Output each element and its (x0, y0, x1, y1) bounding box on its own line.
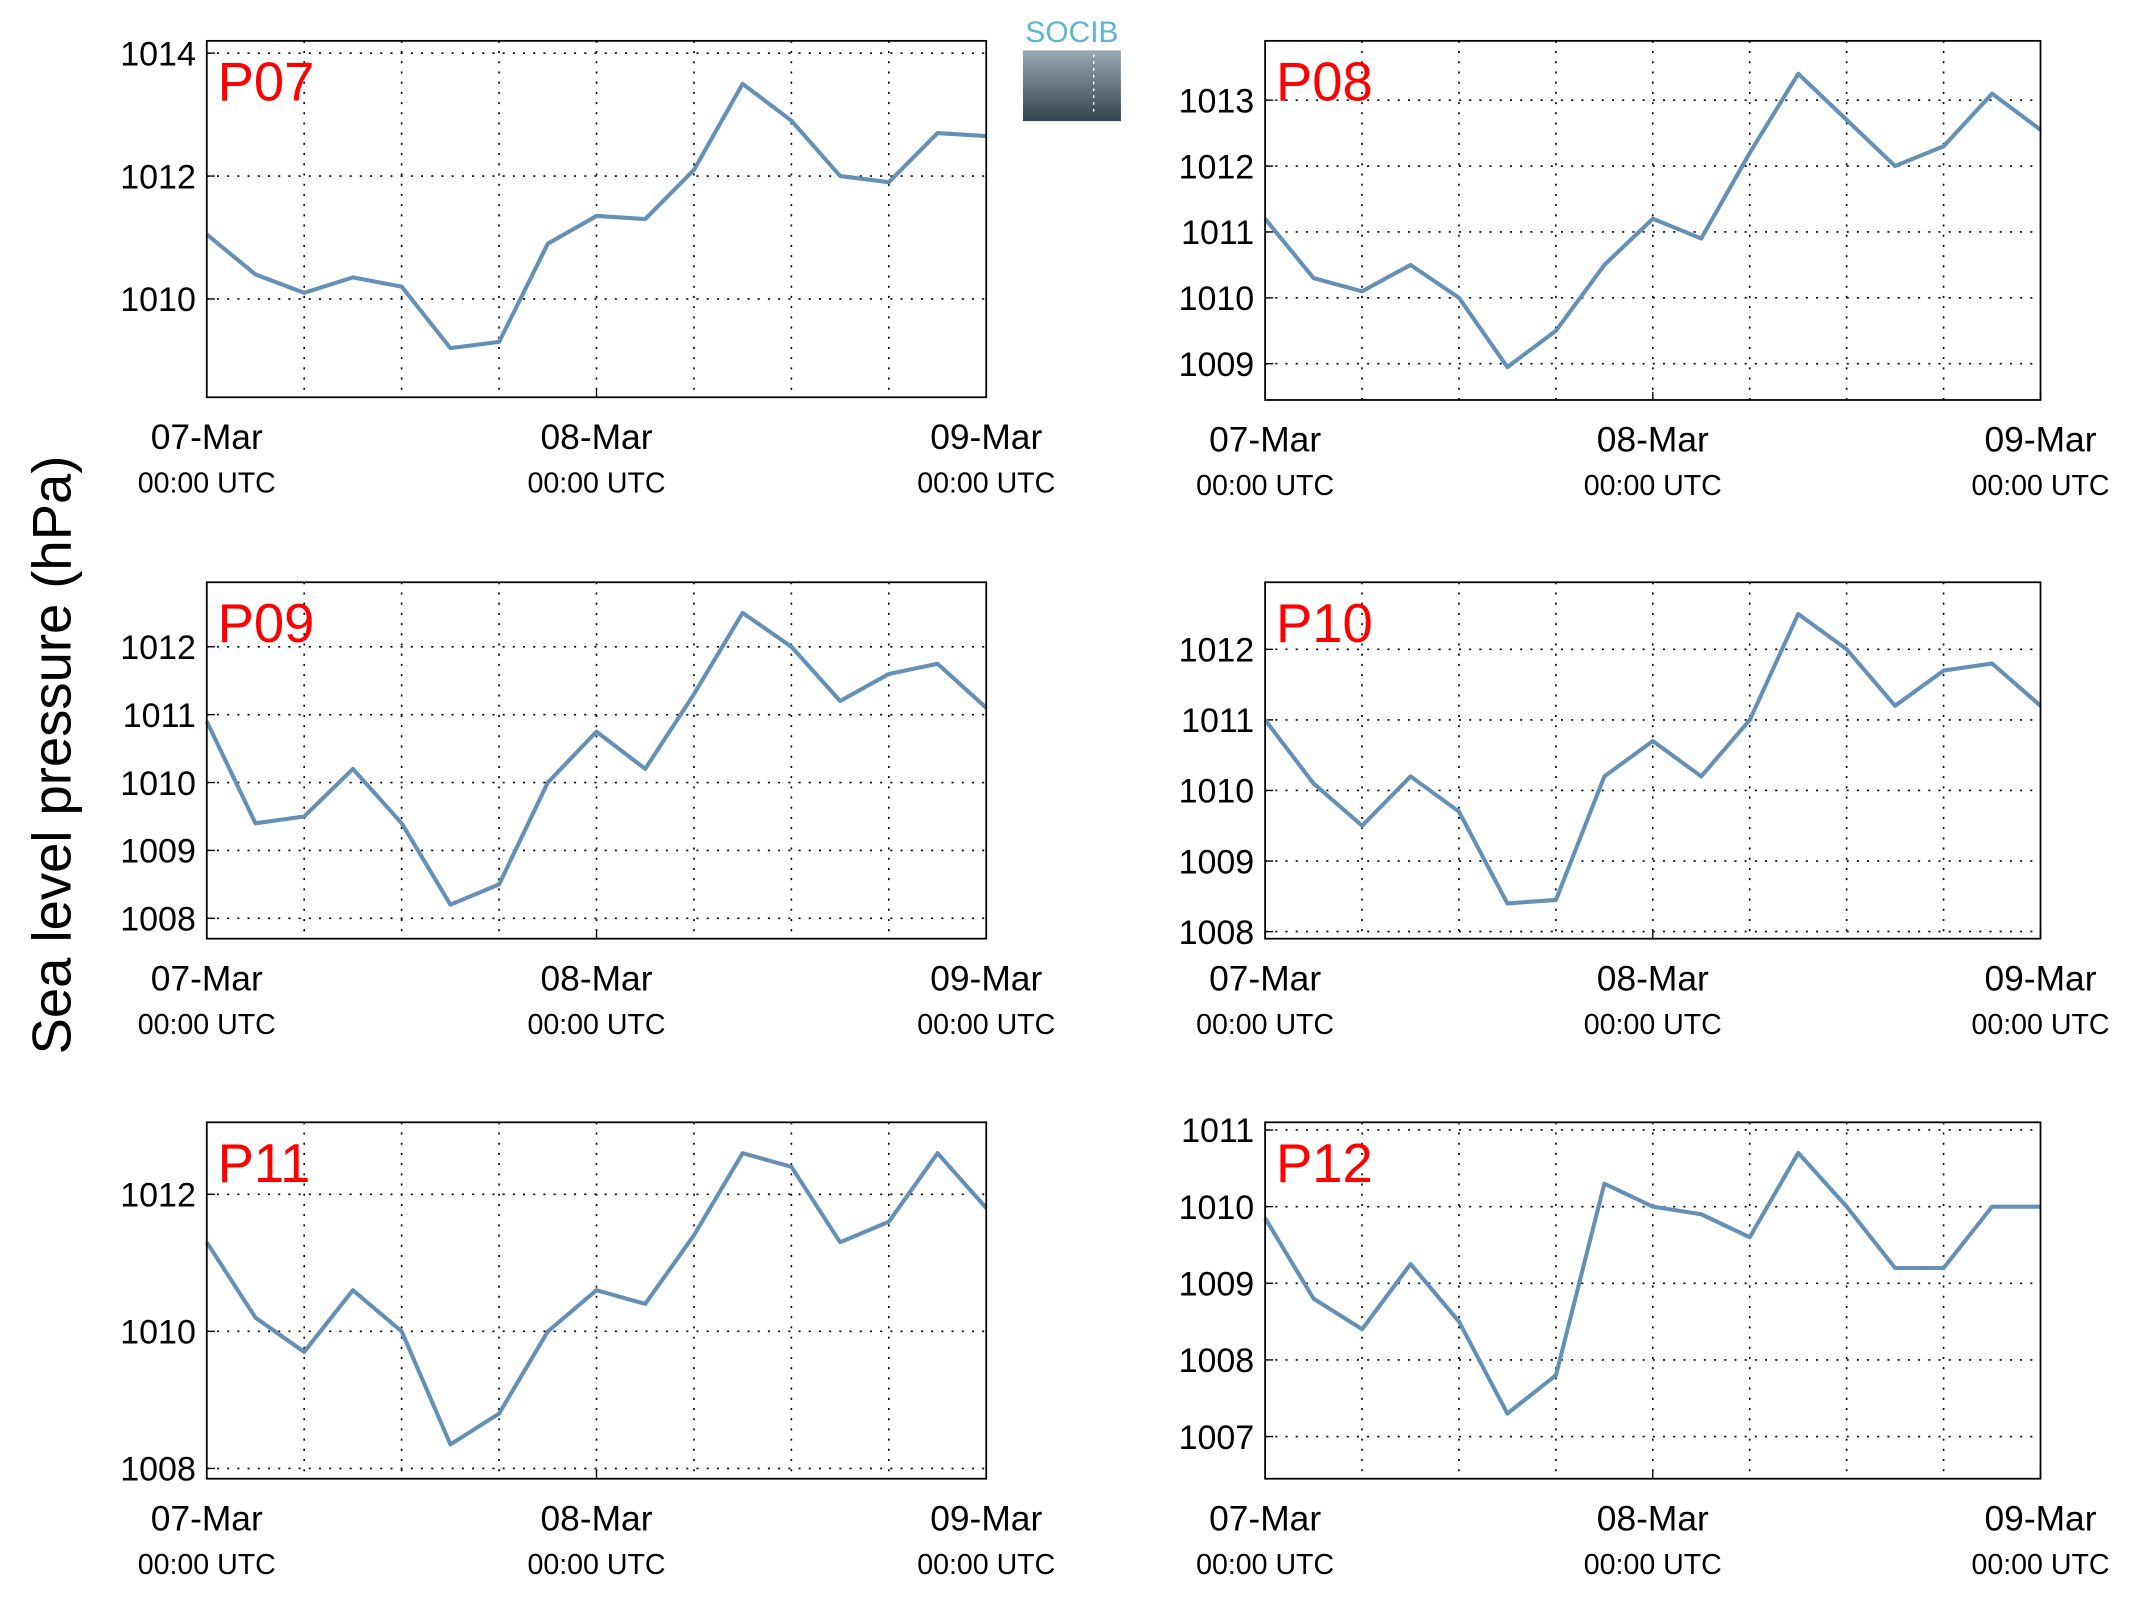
y-tick-label: 1012 (120, 1177, 196, 1215)
y-tick-label: 1011 (1181, 1112, 1254, 1150)
axes-frame (1264, 39, 2042, 401)
y-tick-label: 1009 (1179, 346, 1255, 384)
x-tick-label: 08-Mar (540, 959, 652, 998)
axes-frame (1264, 581, 2042, 940)
y-tick-label: 1010 (120, 281, 196, 319)
data-line (1263, 71, 2042, 370)
y-tick-label: 1012 (1179, 148, 1255, 186)
y-tick-label: 1014 (120, 35, 196, 73)
x-tick-label: 09-Mar (1984, 959, 2096, 998)
data-line (204, 610, 988, 907)
y-tick-label: 1008 (120, 901, 196, 939)
x-tick-sublabel: 00:00 UTC (138, 1009, 276, 1041)
panel-title: P08 (1276, 52, 1373, 113)
x-tick-sublabel: 00:00 UTC (1971, 1549, 2109, 1581)
x-tick-label: 09-Mar (1984, 1499, 2096, 1538)
y-tick-label: 1012 (1179, 632, 1255, 670)
x-tick-sublabel: 00:00 UTC (1584, 470, 1722, 502)
x-tick-label: 09-Mar (930, 959, 1042, 998)
y-tick-label: 1011 (1181, 702, 1254, 740)
x-tick-label: 08-Mar (1597, 421, 1709, 460)
x-tick-sublabel: 00:00 UTC (1196, 470, 1334, 502)
panel-title: P12 (1276, 1133, 1373, 1194)
x-tick-label: 08-Mar (1597, 1499, 1709, 1538)
data-line (205, 81, 987, 351)
x-tick-sublabel: 00:00 UTC (917, 467, 1055, 499)
y-tick-label: 1011 (123, 697, 196, 735)
x-tick-sublabel: 00:00 UTC (1196, 1009, 1334, 1041)
x-tick-sublabel: 00:00 UTC (917, 1549, 1055, 1581)
x-tick-sublabel: 00:00 UTC (1584, 1549, 1722, 1581)
x-tick-sublabel: 00:00 UTC (527, 1009, 665, 1041)
x-tick-sublabel: 00:00 UTC (1196, 1549, 1334, 1581)
panel-title: P10 (1276, 593, 1373, 654)
x-tick-label: 07-Mar (151, 1499, 263, 1538)
y-tick-label: 1012 (120, 158, 196, 196)
y-tick-label: 1013 (1179, 82, 1255, 120)
x-tick-label: 08-Mar (540, 418, 652, 457)
y-tick-label: 1009 (120, 833, 196, 871)
axes-frame (1264, 1121, 2042, 1480)
y-tick-label: 1010 (1179, 773, 1255, 811)
x-tick-sublabel: 00:00 UTC (138, 1549, 276, 1581)
x-tick-sublabel: 00:00 UTC (1584, 1009, 1722, 1041)
data-line (1263, 611, 2042, 906)
data-line (205, 1151, 988, 1447)
axes-frame (205, 39, 988, 399)
panel-title: P09 (218, 593, 315, 654)
y-tick-label: 1010 (1179, 1189, 1255, 1227)
x-tick-label: 08-Mar (540, 1499, 652, 1538)
x-tick-label: 07-Mar (151, 418, 263, 457)
y-tick-label: 1009 (1179, 843, 1255, 881)
data-line (1263, 1150, 2041, 1416)
axes-frame (205, 1121, 988, 1480)
x-tick-sublabel: 00:00 UTC (1971, 470, 2109, 502)
y-tick-label: 1010 (120, 765, 196, 803)
y-tick-label: 1011 (1181, 214, 1254, 252)
x-tick-label: 07-Mar (1209, 959, 1321, 998)
logo-box (1022, 50, 1121, 122)
x-tick-sublabel: 00:00 UTC (1971, 1009, 2109, 1041)
x-tick-label: 07-Mar (151, 959, 263, 998)
y-tick-label: 1008 (1179, 914, 1255, 952)
x-tick-sublabel: 00:00 UTC (527, 1549, 665, 1581)
x-tick-label: 07-Mar (1209, 421, 1321, 460)
x-tick-sublabel: 00:00 UTC (917, 1009, 1055, 1041)
y-axis-label: Sea level pressure (hPa) (22, 456, 83, 1055)
x-tick-label: 08-Mar (1597, 959, 1709, 998)
y-tick-label: 1010 (1179, 280, 1255, 318)
x-tick-sublabel: 00:00 UTC (527, 467, 665, 499)
x-tick-label: 09-Mar (930, 1499, 1042, 1538)
axes-frame (205, 581, 988, 940)
y-tick-label: 1012 (120, 629, 196, 667)
x-tick-label: 09-Mar (1984, 421, 2096, 460)
y-tick-label: 1007 (1179, 1419, 1255, 1457)
panel-title: P07 (218, 52, 315, 113)
x-tick-label: 09-Mar (930, 418, 1042, 457)
y-tick-label: 1008 (120, 1451, 196, 1489)
x-tick-label: 07-Mar (1209, 1499, 1321, 1538)
x-tick-sublabel: 00:00 UTC (138, 467, 276, 499)
y-tick-label: 1008 (1179, 1342, 1255, 1380)
y-tick-label: 1009 (1179, 1266, 1255, 1304)
logo-text: SOCIB (1025, 16, 1118, 49)
panel-title: P11 (218, 1133, 311, 1194)
y-tick-label: 1010 (120, 1314, 196, 1352)
